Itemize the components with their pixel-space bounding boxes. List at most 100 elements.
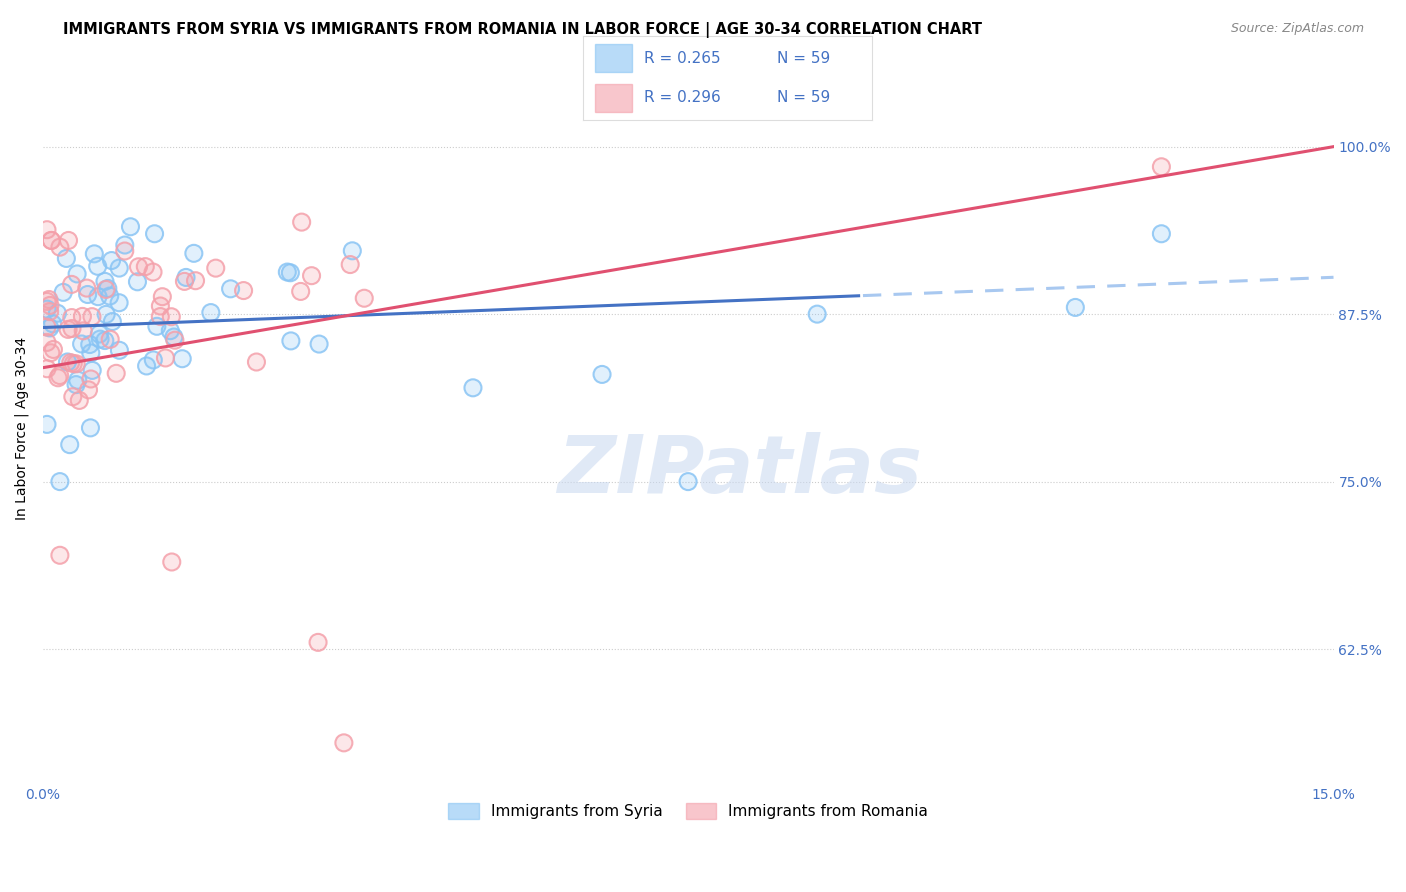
Point bbox=[94, 334, 117, 348]
Point bbox=[46, 306, 69, 320]
Point bbox=[66, 267, 89, 281]
Point bbox=[67, 393, 90, 408]
Point bbox=[173, 274, 195, 288]
Point bbox=[127, 275, 149, 289]
Point bbox=[79, 421, 101, 435]
Point bbox=[114, 238, 136, 252]
Point bbox=[76, 287, 98, 301]
Point bbox=[76, 281, 98, 295]
Point bbox=[105, 367, 128, 381]
Point bbox=[87, 290, 110, 304]
Point bbox=[55, 252, 77, 266]
Point bbox=[67, 393, 90, 408]
Point bbox=[39, 234, 62, 248]
Point bbox=[120, 219, 142, 234]
Point bbox=[60, 321, 83, 335]
Point bbox=[94, 282, 117, 296]
Point bbox=[79, 421, 101, 435]
Point bbox=[42, 343, 65, 357]
Point bbox=[160, 555, 183, 569]
Point bbox=[49, 240, 72, 254]
Point bbox=[70, 337, 93, 351]
Point bbox=[65, 377, 87, 392]
Point bbox=[108, 261, 131, 276]
Point bbox=[149, 299, 172, 313]
Point bbox=[35, 223, 58, 237]
Point bbox=[204, 261, 226, 276]
Point bbox=[35, 223, 58, 237]
Point bbox=[806, 307, 828, 321]
Point bbox=[38, 293, 60, 307]
Point bbox=[77, 383, 100, 397]
Point bbox=[183, 246, 205, 260]
Point bbox=[80, 372, 103, 386]
Point bbox=[163, 330, 186, 344]
Point bbox=[72, 324, 94, 338]
Point bbox=[100, 253, 122, 268]
Point bbox=[60, 310, 83, 325]
Point bbox=[135, 359, 157, 373]
Point bbox=[60, 277, 83, 292]
Point bbox=[58, 234, 80, 248]
Point bbox=[52, 285, 75, 300]
Point bbox=[38, 304, 60, 318]
Point bbox=[353, 291, 375, 305]
Point bbox=[108, 261, 131, 276]
Point bbox=[232, 284, 254, 298]
Point bbox=[184, 274, 207, 288]
Point bbox=[342, 244, 364, 258]
Point bbox=[163, 333, 186, 347]
Point bbox=[39, 345, 62, 359]
Point bbox=[35, 302, 58, 317]
Point bbox=[200, 305, 222, 319]
Point bbox=[174, 270, 197, 285]
Point bbox=[1064, 301, 1087, 315]
Point bbox=[280, 266, 302, 280]
Point bbox=[143, 227, 166, 241]
Point bbox=[46, 371, 69, 385]
Point bbox=[276, 265, 298, 279]
Point bbox=[56, 322, 79, 336]
Point bbox=[60, 310, 83, 325]
Text: R = 0.296: R = 0.296 bbox=[644, 90, 721, 105]
Point bbox=[174, 270, 197, 285]
Point bbox=[172, 351, 194, 366]
Point bbox=[183, 246, 205, 260]
Point bbox=[339, 258, 361, 272]
Point bbox=[82, 363, 104, 377]
Point bbox=[41, 317, 63, 331]
Point bbox=[35, 294, 58, 309]
Point bbox=[160, 555, 183, 569]
Point bbox=[60, 277, 83, 292]
Point bbox=[245, 355, 267, 369]
Point bbox=[79, 337, 101, 351]
Point bbox=[62, 357, 84, 371]
Point bbox=[58, 234, 80, 248]
Point bbox=[160, 310, 183, 324]
Point bbox=[82, 363, 104, 377]
Point bbox=[38, 304, 60, 318]
Point bbox=[1150, 160, 1173, 174]
Point bbox=[108, 295, 131, 310]
Point bbox=[219, 282, 242, 296]
Point bbox=[142, 353, 165, 368]
Point bbox=[89, 332, 111, 346]
Point bbox=[35, 302, 58, 317]
Point bbox=[38, 321, 60, 335]
Point bbox=[72, 324, 94, 338]
Point bbox=[127, 275, 149, 289]
Point bbox=[291, 215, 314, 229]
Point bbox=[56, 355, 79, 369]
Point bbox=[86, 260, 108, 274]
Point bbox=[290, 285, 312, 299]
Point bbox=[89, 326, 111, 341]
Point bbox=[105, 367, 128, 381]
Point bbox=[101, 314, 124, 328]
Point bbox=[35, 361, 58, 376]
Point bbox=[65, 357, 87, 371]
Point bbox=[146, 319, 169, 334]
Point bbox=[173, 274, 195, 288]
Point bbox=[89, 332, 111, 346]
Point bbox=[72, 310, 94, 324]
Point bbox=[60, 321, 83, 335]
